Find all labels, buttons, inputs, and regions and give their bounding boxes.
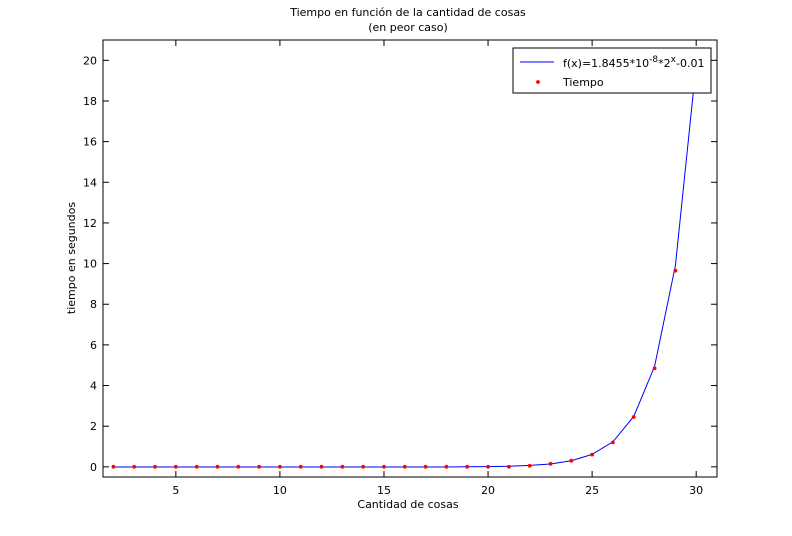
data-point-tiempo xyxy=(673,268,678,273)
y-tick-label: 20 xyxy=(83,54,97,67)
data-point-tiempo xyxy=(652,366,657,371)
data-point-tiempo xyxy=(278,464,282,469)
x-tick-label: 20 xyxy=(481,484,495,497)
data-point-tiempo xyxy=(486,464,490,469)
legend: f(x)=1.8455*10-8*2x-0.01 Tiempo xyxy=(512,47,712,94)
data-point-tiempo xyxy=(465,464,470,469)
data-point-tiempo xyxy=(382,464,386,469)
y-tick-label: 8 xyxy=(90,298,97,311)
y-tick-label: 6 xyxy=(90,339,97,352)
data-point-tiempo xyxy=(507,464,511,469)
series-layer xyxy=(111,64,697,469)
data-point-tiempo xyxy=(402,464,407,469)
data-point-tiempo xyxy=(132,464,137,469)
legend-marker-swatch xyxy=(536,80,540,84)
y-tick-label: 2 xyxy=(90,420,97,433)
y-axis-label: tiempo en segundos xyxy=(65,202,78,314)
data-point-tiempo xyxy=(340,464,345,469)
data-point-tiempo xyxy=(631,415,636,419)
y-axis: 0 2 4 6 8 10 12 14 16 18 20 xyxy=(83,54,717,474)
chart-subtitle: (en peor caso) xyxy=(368,21,448,34)
data-point-tiempo xyxy=(173,464,178,469)
x-tick-label: 10 xyxy=(273,484,287,497)
data-point-tiempo xyxy=(257,464,261,469)
x-tick-label: 5 xyxy=(172,484,179,497)
legend-entry-tiempo: Tiempo xyxy=(562,76,604,89)
y-tick-label: 16 xyxy=(83,136,97,149)
y-tick-label: 10 xyxy=(83,258,97,271)
y-tick-label: 18 xyxy=(83,95,97,108)
y-tick-label: 12 xyxy=(83,217,97,230)
plot-area xyxy=(102,39,718,478)
data-point-tiempo xyxy=(611,440,615,445)
x-axis: 5 10 15 20 25 30 xyxy=(172,40,703,497)
data-point-tiempo xyxy=(569,458,574,463)
data-point-tiempo xyxy=(590,452,594,457)
legend-box xyxy=(512,47,712,94)
data-point-tiempo xyxy=(153,464,157,469)
data-point-tiempo xyxy=(548,461,553,466)
legend-entry-fit: f(x)=1.8455*10-8*2x-0.01 xyxy=(563,55,704,70)
data-point-tiempo xyxy=(215,464,220,469)
data-point-tiempo xyxy=(444,464,449,469)
chart-title: Tiempo en función de la cantidad de cosa… xyxy=(289,6,526,19)
x-tick-label: 30 xyxy=(689,484,703,497)
x-tick-label: 15 xyxy=(377,484,391,497)
data-point-tiempo xyxy=(236,464,241,469)
data-point-tiempo xyxy=(319,464,324,469)
y-tick-label: 14 xyxy=(83,176,97,189)
x-axis-label: Cantidad de cosas xyxy=(357,498,458,511)
data-point-tiempo xyxy=(298,464,303,469)
y-tick-label: 0 xyxy=(90,461,97,474)
data-point-tiempo xyxy=(527,463,532,468)
y-tick-label: 4 xyxy=(90,380,97,393)
data-point-tiempo xyxy=(361,464,366,469)
data-point-tiempo xyxy=(194,464,199,469)
x-tick-label: 25 xyxy=(585,484,599,497)
data-point-tiempo xyxy=(423,464,428,469)
data-point-tiempo xyxy=(111,464,116,469)
